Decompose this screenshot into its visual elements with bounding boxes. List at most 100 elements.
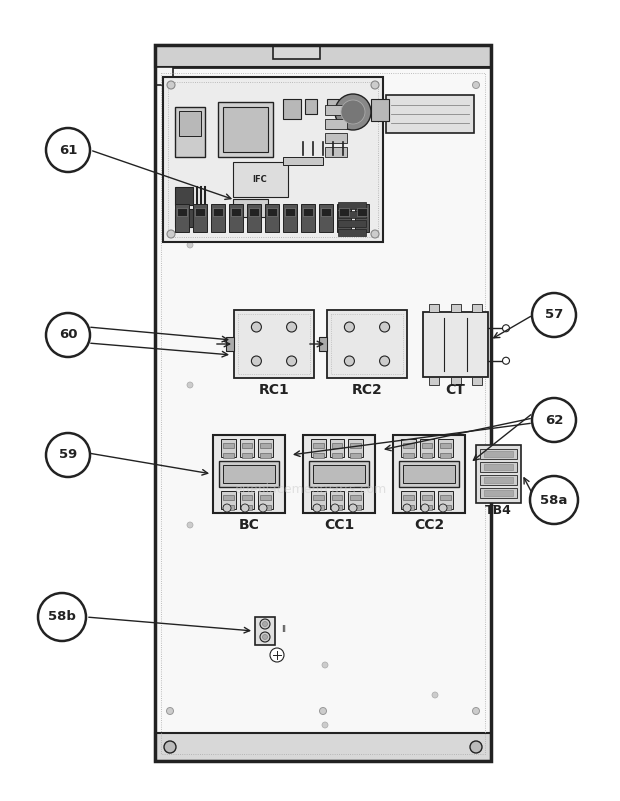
- Bar: [330, 439, 344, 457]
- Bar: [440, 505, 451, 510]
- Bar: [472, 377, 482, 385]
- Circle shape: [470, 741, 482, 753]
- Bar: [420, 439, 435, 457]
- Bar: [233, 199, 268, 217]
- Bar: [355, 204, 369, 232]
- Bar: [313, 453, 324, 458]
- Circle shape: [46, 128, 90, 172]
- Bar: [325, 105, 347, 115]
- Bar: [303, 435, 375, 513]
- Circle shape: [38, 593, 86, 641]
- Bar: [451, 377, 461, 385]
- Bar: [403, 443, 414, 448]
- Bar: [229, 204, 243, 232]
- Bar: [484, 477, 513, 483]
- Text: IFC: IFC: [252, 175, 267, 184]
- Circle shape: [313, 504, 321, 512]
- Bar: [480, 475, 517, 485]
- Text: 59: 59: [59, 449, 77, 461]
- Bar: [283, 99, 301, 119]
- Circle shape: [379, 322, 389, 332]
- Bar: [332, 505, 342, 510]
- Bar: [163, 77, 383, 242]
- Bar: [401, 491, 415, 509]
- Circle shape: [187, 382, 193, 388]
- Circle shape: [432, 692, 438, 698]
- Bar: [350, 505, 361, 510]
- Bar: [221, 439, 236, 457]
- Circle shape: [439, 504, 447, 512]
- Text: eReplacementParts.com: eReplacementParts.com: [234, 484, 386, 497]
- Bar: [472, 304, 482, 312]
- Bar: [399, 461, 459, 487]
- Circle shape: [371, 230, 379, 238]
- Bar: [226, 337, 234, 351]
- Bar: [195, 208, 205, 216]
- Bar: [325, 147, 347, 157]
- Circle shape: [260, 632, 270, 642]
- Bar: [168, 82, 378, 237]
- Bar: [265, 204, 279, 232]
- Bar: [249, 208, 259, 216]
- Circle shape: [331, 504, 339, 512]
- Bar: [179, 111, 201, 136]
- Bar: [331, 314, 403, 374]
- Text: 60: 60: [59, 328, 78, 341]
- Text: 58a: 58a: [540, 493, 568, 506]
- Bar: [285, 208, 295, 216]
- Bar: [155, 733, 491, 761]
- Bar: [484, 464, 513, 470]
- Bar: [313, 443, 324, 448]
- Bar: [223, 495, 234, 500]
- Bar: [259, 491, 273, 509]
- Bar: [422, 505, 432, 510]
- Bar: [260, 443, 271, 448]
- Text: 58b: 58b: [48, 610, 76, 623]
- Circle shape: [344, 322, 355, 332]
- Text: RC2: RC2: [352, 383, 383, 397]
- Bar: [273, 45, 320, 59]
- Bar: [242, 453, 252, 458]
- Bar: [403, 495, 414, 500]
- Bar: [440, 495, 451, 500]
- Bar: [260, 453, 271, 458]
- Circle shape: [322, 722, 328, 728]
- Bar: [155, 45, 491, 761]
- Circle shape: [223, 504, 231, 512]
- Bar: [231, 208, 241, 216]
- Bar: [350, 495, 361, 500]
- Bar: [403, 505, 414, 510]
- Bar: [321, 208, 331, 216]
- Circle shape: [403, 504, 411, 512]
- Bar: [221, 491, 236, 509]
- Bar: [309, 461, 369, 487]
- Bar: [339, 208, 349, 216]
- Text: 57: 57: [545, 308, 563, 321]
- Circle shape: [286, 322, 296, 332]
- Bar: [440, 453, 451, 458]
- Bar: [325, 133, 347, 143]
- Text: CC2: CC2: [414, 518, 444, 532]
- Circle shape: [270, 648, 284, 662]
- Circle shape: [532, 293, 576, 337]
- Bar: [238, 314, 310, 374]
- Bar: [327, 310, 407, 378]
- Text: BC: BC: [239, 518, 259, 532]
- Circle shape: [167, 707, 174, 714]
- Circle shape: [167, 82, 174, 88]
- Bar: [338, 229, 366, 236]
- Circle shape: [187, 242, 193, 248]
- Bar: [338, 202, 366, 209]
- Bar: [313, 495, 324, 500]
- Bar: [223, 505, 234, 510]
- Bar: [219, 461, 279, 487]
- Circle shape: [319, 707, 327, 714]
- Bar: [484, 490, 513, 496]
- Bar: [319, 337, 327, 351]
- Bar: [332, 443, 342, 448]
- Circle shape: [319, 82, 327, 88]
- Bar: [175, 107, 205, 157]
- Circle shape: [530, 476, 578, 524]
- Bar: [422, 453, 432, 458]
- Bar: [233, 162, 288, 197]
